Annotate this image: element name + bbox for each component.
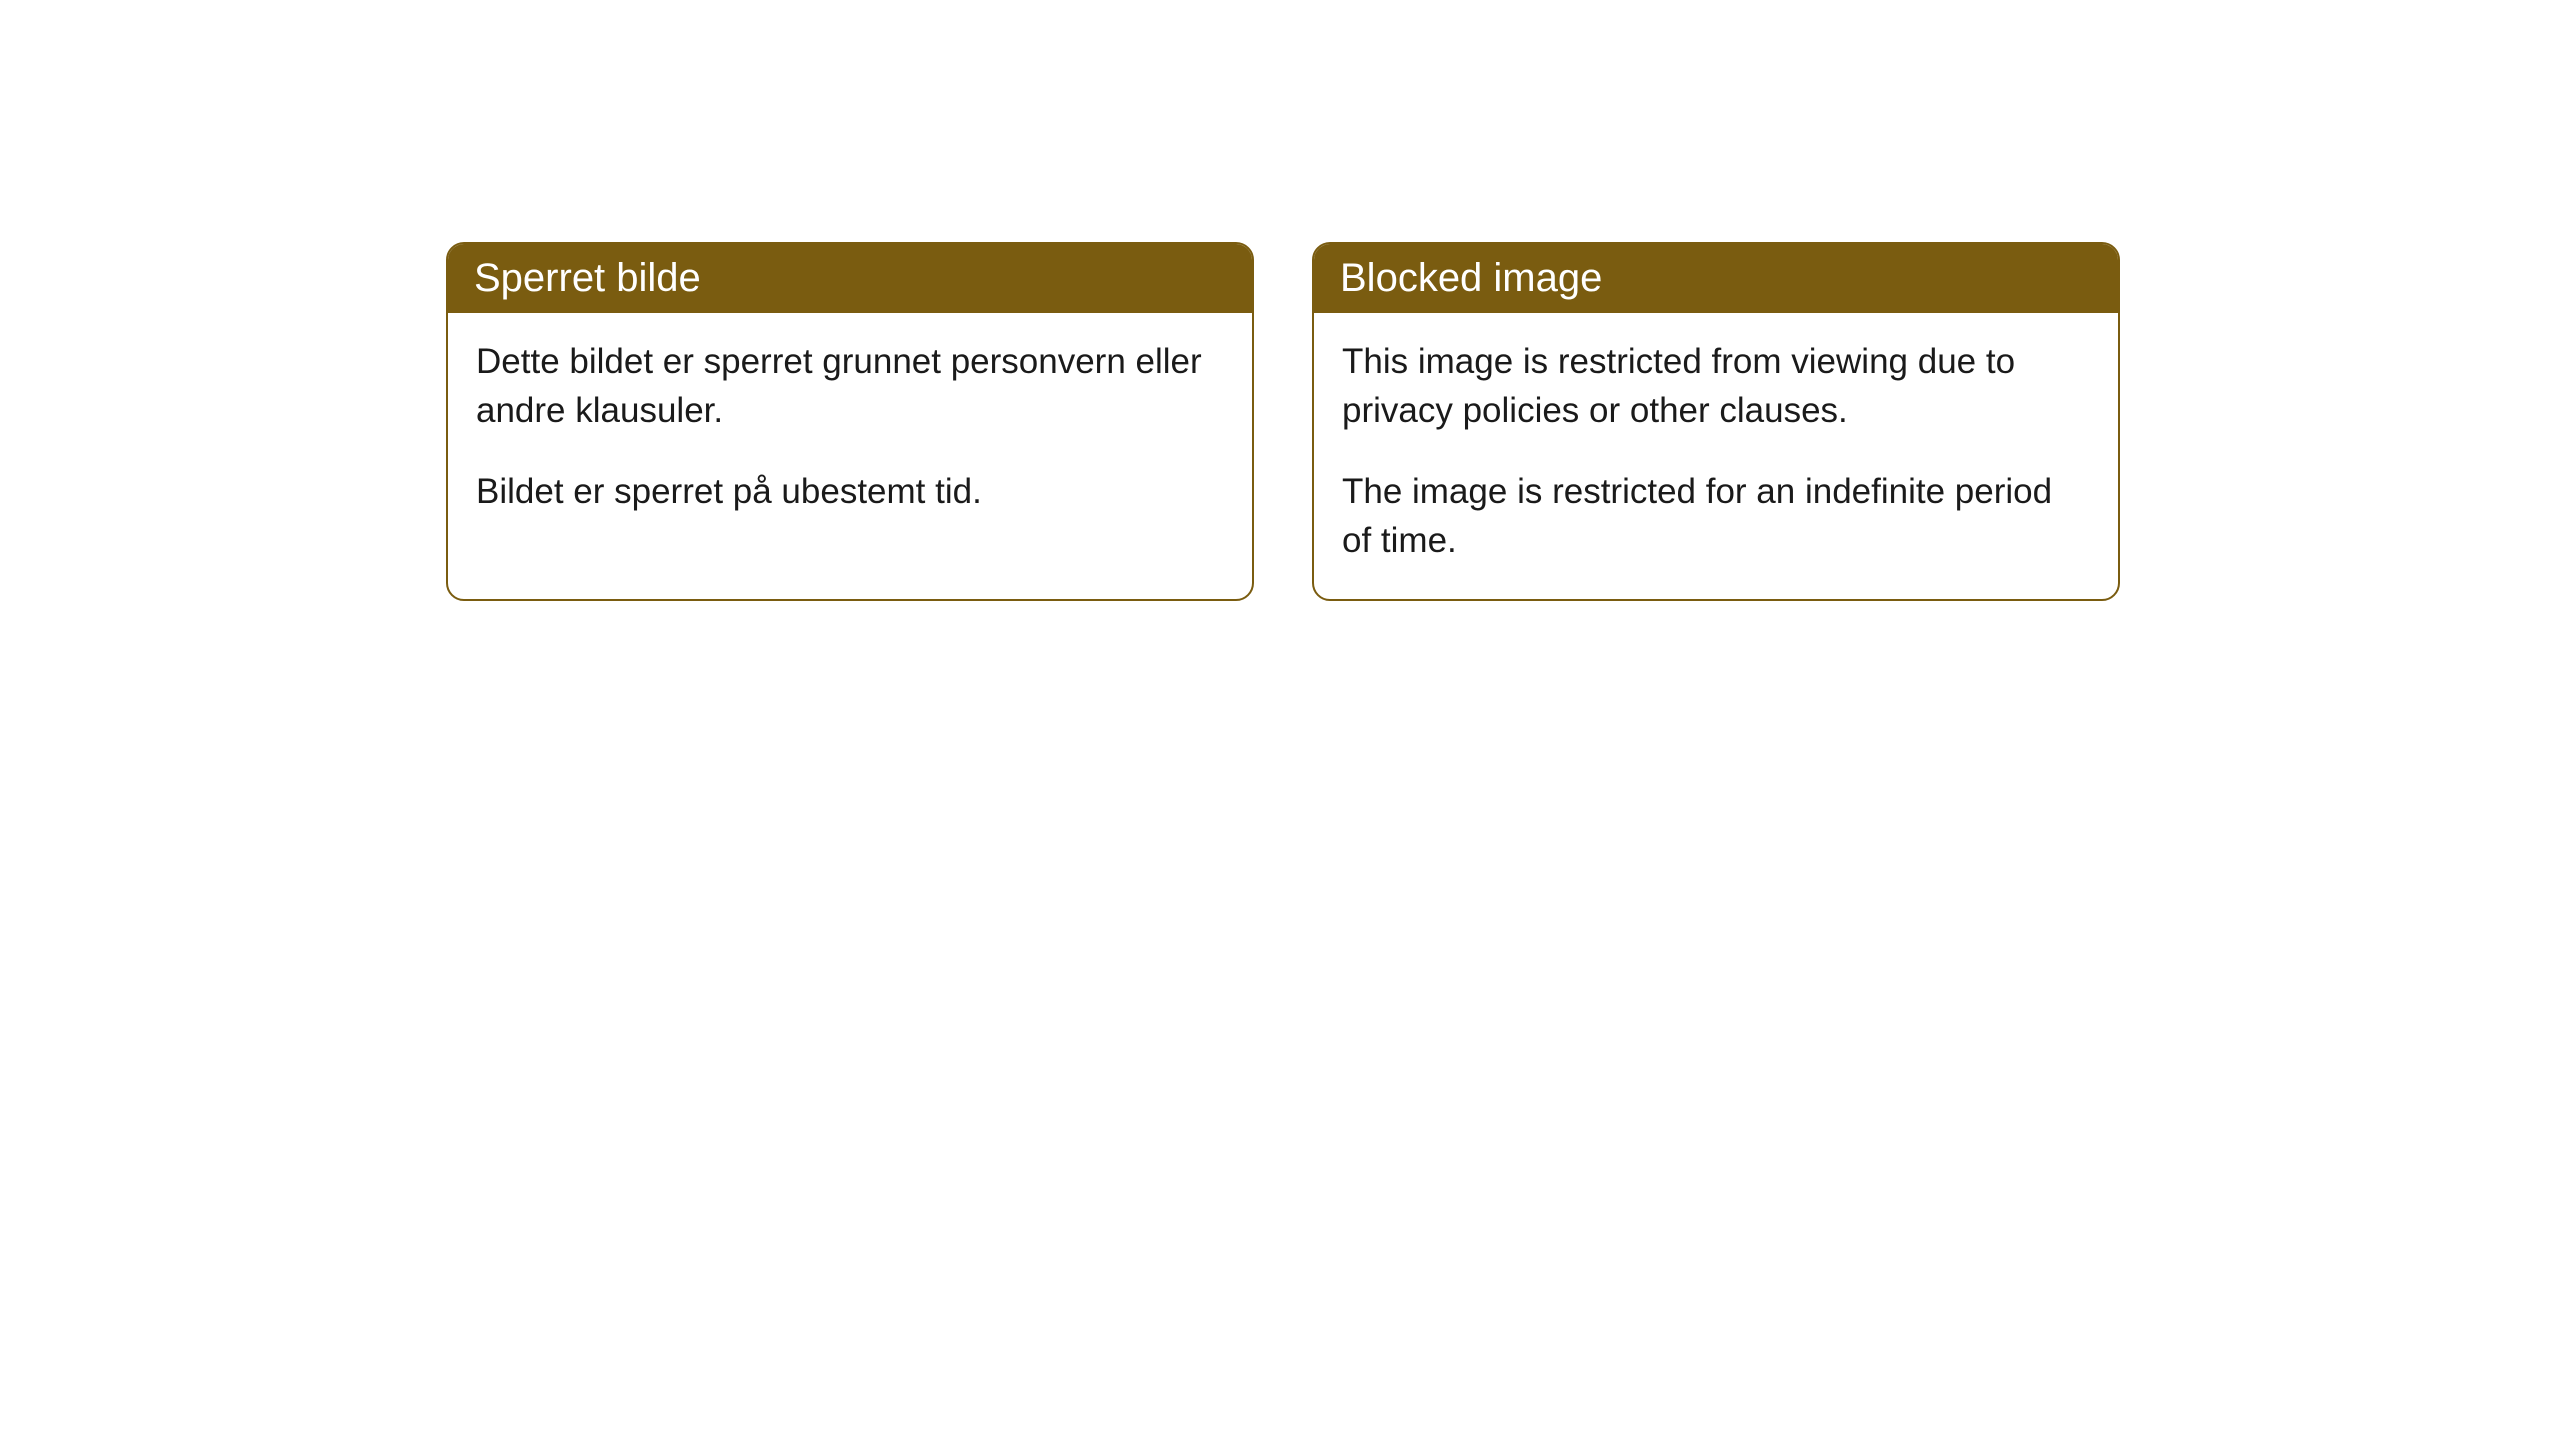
blocked-image-card-no: Sperret bilde Dette bildet er sperret gr… bbox=[446, 242, 1254, 601]
card-header-no: Sperret bilde bbox=[448, 244, 1252, 313]
cards-container: Sperret bilde Dette bildet er sperret gr… bbox=[446, 242, 2120, 601]
card-body-en: This image is restricted from viewing du… bbox=[1314, 313, 2118, 599]
card-para2-no: Bildet er sperret på ubestemt tid. bbox=[476, 467, 1224, 516]
card-para2-en: The image is restricted for an indefinit… bbox=[1342, 467, 2090, 565]
card-body-no: Dette bildet er sperret grunnet personve… bbox=[448, 313, 1252, 550]
card-para1-no: Dette bildet er sperret grunnet personve… bbox=[476, 337, 1224, 435]
card-para1-en: This image is restricted from viewing du… bbox=[1342, 337, 2090, 435]
blocked-image-card-en: Blocked image This image is restricted f… bbox=[1312, 242, 2120, 601]
card-header-en: Blocked image bbox=[1314, 244, 2118, 313]
